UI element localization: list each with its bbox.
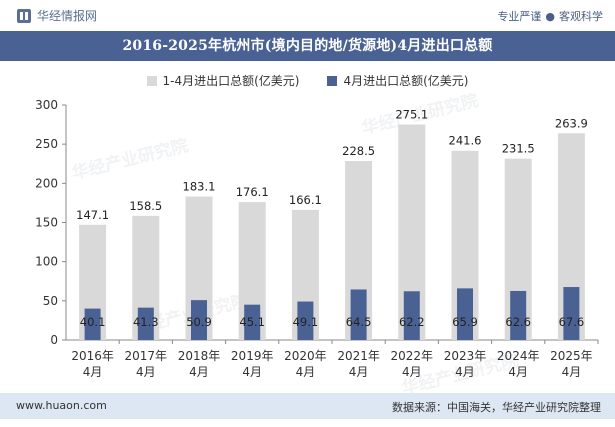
x-tick-label-month: 4月 xyxy=(296,365,316,379)
y-tick-label: 0 xyxy=(50,333,58,347)
y-tick-label: 250 xyxy=(35,137,58,151)
x-tick-label-month: 4月 xyxy=(349,365,369,379)
data-label-april: 62.6 xyxy=(505,315,531,329)
data-label-april: 41.3 xyxy=(133,315,159,329)
footer-site[interactable]: www.huaon.com xyxy=(16,399,107,412)
data-label-april: 65.9 xyxy=(452,315,478,329)
legend-label-april: 4月进出口总额(亿美元) xyxy=(343,74,469,88)
data-label-april: 67.6 xyxy=(559,315,585,329)
y-tick-label: 100 xyxy=(35,255,58,269)
data-label-total: 241.6 xyxy=(449,134,482,148)
x-tick-label-year: 2021年 xyxy=(337,349,380,363)
tagline-right: 客观科学 xyxy=(559,10,603,23)
bar-april xyxy=(350,289,367,340)
bar-april xyxy=(191,300,207,340)
x-tick-label-year: 2022年 xyxy=(391,349,434,363)
data-label-total: 183.1 xyxy=(183,180,216,194)
x-tick-label-month: 4月 xyxy=(455,365,475,379)
brand[interactable]: 华经情报网 xyxy=(16,7,97,24)
x-tick-label-month: 4月 xyxy=(242,365,262,379)
bar-april xyxy=(137,307,154,340)
brand-logo-icon xyxy=(17,8,31,23)
x-tick-label-year: 2019年 xyxy=(231,349,274,363)
bar-april xyxy=(403,291,420,340)
y-tick-label: 300 xyxy=(35,98,58,112)
bar-april xyxy=(244,304,261,340)
x-tick-label-month: 4月 xyxy=(136,365,156,379)
data-label-april: 62.2 xyxy=(399,315,425,329)
data-label-total: 263.9 xyxy=(555,116,588,130)
data-label-total: 158.5 xyxy=(129,199,162,213)
tagline-left: 专业严谨 xyxy=(497,10,542,23)
x-tick-label-month: 4月 xyxy=(508,365,528,379)
x-tick-label-year: 2025年 xyxy=(550,349,593,363)
chart-legend: 1-4月进出口总额(亿美元) 4月进出口总额(亿美元) xyxy=(0,72,615,89)
bar-april xyxy=(84,308,101,340)
legend-item-total: 1-4月进出口总额(亿美元) xyxy=(146,72,300,89)
data-label-total: 166.1 xyxy=(289,193,322,207)
x-tick-label-year: 2023年 xyxy=(444,349,487,363)
legend-item-april: 4月进出口总额(亿美元) xyxy=(327,72,468,89)
y-tick-label: 150 xyxy=(35,216,58,230)
tagline-separator: ● xyxy=(545,10,555,23)
x-tick-label-year: 2017年 xyxy=(125,349,168,363)
tagline: 专业严谨 ● 客观科学 xyxy=(497,8,603,24)
x-tick-label-year: 2024年 xyxy=(497,349,540,363)
x-tick-label-year: 2018年 xyxy=(178,349,221,363)
x-tick-label-year: 2016年 xyxy=(71,349,114,363)
footer-source: 数据来源：中国海关，华经产业研究院整理 xyxy=(392,401,601,414)
data-label-total: 231.5 xyxy=(502,142,535,156)
legend-swatch-april xyxy=(327,75,338,86)
footer: www.huaon.com 数据来源：中国海关，华经产业研究院整理 xyxy=(0,393,615,419)
y-tick-label: 50 xyxy=(43,294,58,308)
x-tick-label-year: 2020年 xyxy=(284,349,327,363)
data-label-april: 40.1 xyxy=(80,315,106,329)
x-tick-label-month: 4月 xyxy=(562,365,582,379)
top-bar: 华经情报网 专业严谨 ● 客观科学 xyxy=(0,0,615,30)
data-label-april: 64.5 xyxy=(346,315,372,329)
x-tick-label-month: 4月 xyxy=(402,365,422,379)
chart-title: 2016-2025年杭州市(境内目的地/货源地)4月进出口总额 xyxy=(0,31,615,61)
data-label-april: 45.1 xyxy=(239,315,265,329)
bar-april xyxy=(297,301,314,340)
bar-chart: 0 50 100 150 200 250 300 147.1 40.1 2016年 4月 158.5 4… xyxy=(35,98,599,379)
bar-april xyxy=(510,290,527,340)
x-tick-label-month: 4月 xyxy=(83,365,103,379)
data-label-total: 275.1 xyxy=(395,108,428,122)
data-label-april: 50.9 xyxy=(186,315,212,329)
bar-april xyxy=(457,288,473,340)
data-label-total: 147.1 xyxy=(76,208,109,222)
data-label-total: 176.1 xyxy=(236,185,269,199)
data-label-total: 228.5 xyxy=(342,144,375,158)
data-label-april: 49.1 xyxy=(293,315,319,329)
legend-label-total: 1-4月进出口总额(亿美元) xyxy=(162,74,300,88)
legend-swatch-total xyxy=(146,75,157,86)
x-tick-label-month: 4月 xyxy=(189,365,209,379)
y-tick-label: 200 xyxy=(35,176,58,190)
bar-april xyxy=(563,287,580,340)
brand-name: 华经情报网 xyxy=(37,9,98,23)
